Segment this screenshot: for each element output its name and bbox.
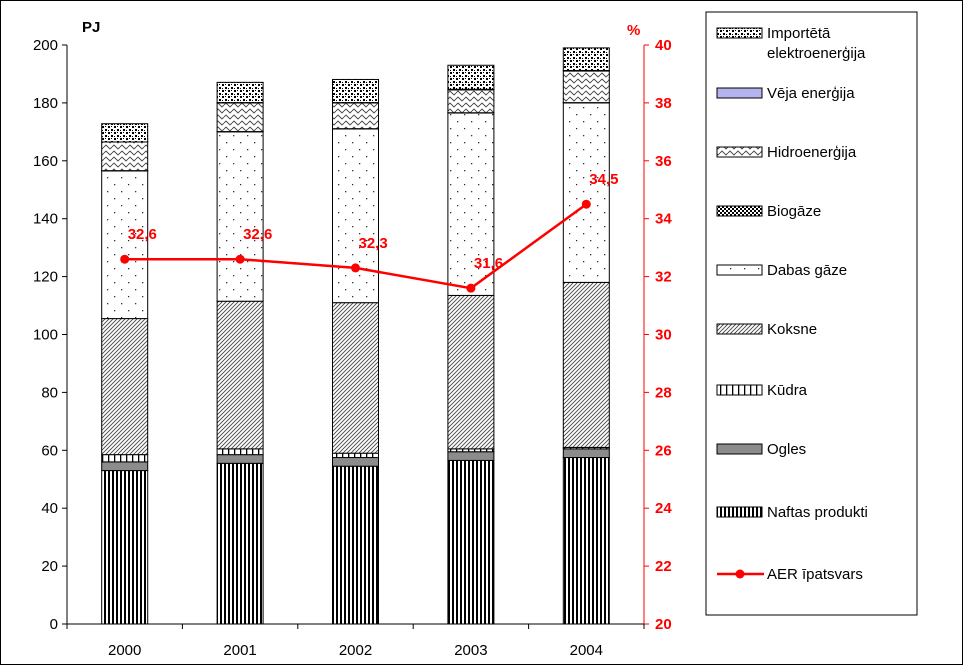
y-tick-label-right: 20 xyxy=(655,616,672,633)
legend-swatch xyxy=(716,384,763,396)
aer-data-label: 32,6 xyxy=(243,226,272,243)
bar-segment xyxy=(332,102,379,130)
x-tick-label: 2000 xyxy=(108,642,141,659)
bar-segment xyxy=(101,461,149,472)
y-tick-label-right: 32 xyxy=(655,269,672,286)
bar-segment xyxy=(332,452,379,459)
bar-segment xyxy=(447,112,495,296)
bar-segment xyxy=(332,78,379,104)
legend-swatch xyxy=(716,323,763,335)
aer-data-label: 32,6 xyxy=(128,226,157,243)
y-tick-label-left: 160 xyxy=(33,153,58,170)
y-axis-unit-right: % xyxy=(627,22,640,39)
aer-point xyxy=(581,199,591,209)
y-tick-label-left: 180 xyxy=(33,95,58,112)
x-tick-label: 2001 xyxy=(223,642,256,659)
bar-segment xyxy=(447,294,495,450)
y-tick-label-right: 24 xyxy=(655,500,672,517)
bar-segment xyxy=(562,448,610,459)
y-tick-label-right: 22 xyxy=(655,558,672,575)
bar-segment xyxy=(562,457,610,625)
y-tick-label-left: 0 xyxy=(50,616,58,633)
bar-segment xyxy=(562,281,610,448)
legend-label: Koksne xyxy=(767,321,817,338)
y-tick-label-left: 100 xyxy=(33,327,58,344)
bar-segment xyxy=(101,123,149,143)
bar-segment xyxy=(216,81,264,104)
bar-segment xyxy=(216,300,264,450)
bar-segment xyxy=(562,102,610,283)
legend-label: Naftas produkti xyxy=(767,504,868,521)
legend-swatch xyxy=(716,264,763,276)
bar-segment xyxy=(216,462,264,625)
legend-label: Hidroenerģija xyxy=(767,144,857,161)
y-tick-label-right: 30 xyxy=(655,327,672,344)
y-tick-label-right: 38 xyxy=(655,95,672,112)
aer-point xyxy=(120,254,130,264)
legend-label: elektroenerģija xyxy=(767,45,866,62)
y-tick-label-left: 20 xyxy=(41,558,58,575)
bar-segment xyxy=(216,102,264,133)
bar-segment xyxy=(101,318,149,456)
bar-segment xyxy=(447,459,495,625)
aer-point xyxy=(235,254,245,264)
bar-segment xyxy=(332,302,379,454)
bar-segment xyxy=(101,470,149,625)
legend-swatch xyxy=(716,87,763,99)
legend-box xyxy=(705,11,918,616)
bar-segment xyxy=(216,448,264,456)
bar-segment xyxy=(447,451,495,461)
aer-data-label: 32,3 xyxy=(359,235,388,252)
legend-label: Vēja enerģija xyxy=(767,85,855,102)
legend-label: AER īpatsvars xyxy=(767,566,863,583)
legend-swatch xyxy=(716,27,763,39)
bar-segment xyxy=(101,141,149,172)
legend-marker xyxy=(735,569,745,579)
y-tick-label-right: 28 xyxy=(655,384,672,401)
y-tick-label-right: 26 xyxy=(655,442,672,459)
bar-segment xyxy=(216,131,264,302)
legend-label: Importētā xyxy=(767,25,831,42)
bar-segment xyxy=(101,454,149,463)
bar-segment xyxy=(447,64,495,90)
bar-segment xyxy=(101,170,149,320)
x-tick-label: 2002 xyxy=(339,642,372,659)
legend-swatch xyxy=(716,205,763,217)
aer-data-label: 34,5 xyxy=(589,171,618,188)
y-tick-label-left: 40 xyxy=(41,500,58,517)
y-tick-label-left: 120 xyxy=(33,269,58,286)
bar-segment xyxy=(216,454,264,464)
y-axis-unit-left: PJ xyxy=(82,19,100,36)
aer-point xyxy=(351,263,360,273)
aer-point xyxy=(466,283,476,293)
aer-data-label: 31,6 xyxy=(474,255,503,272)
y-tick-label-right: 36 xyxy=(655,153,672,170)
legend-swatch xyxy=(716,506,763,518)
legend-swatch xyxy=(716,443,763,455)
bar-segment xyxy=(447,89,495,114)
y-tick-label-left: 80 xyxy=(41,384,58,401)
y-tick-label-left: 200 xyxy=(33,37,58,54)
bar-segment xyxy=(332,465,379,625)
legend-label: Biogāze xyxy=(767,203,821,220)
legend-label: Kūdra xyxy=(767,382,808,399)
bar-segment xyxy=(332,457,379,467)
y-tick-label-right: 34 xyxy=(655,211,672,228)
y-tick-label-left: 60 xyxy=(41,442,58,459)
x-tick-label: 2004 xyxy=(570,642,603,659)
legend-label: Dabas gāze xyxy=(767,262,847,279)
legend-swatch xyxy=(716,146,763,158)
bar-segment xyxy=(562,47,610,71)
y-tick-label-right: 40 xyxy=(655,37,672,54)
legend-label: Ogles xyxy=(767,441,806,458)
x-tick-label: 2003 xyxy=(454,642,487,659)
bar-segment xyxy=(332,128,379,304)
y-tick-label-left: 140 xyxy=(33,211,58,228)
bar-segment xyxy=(562,70,610,104)
